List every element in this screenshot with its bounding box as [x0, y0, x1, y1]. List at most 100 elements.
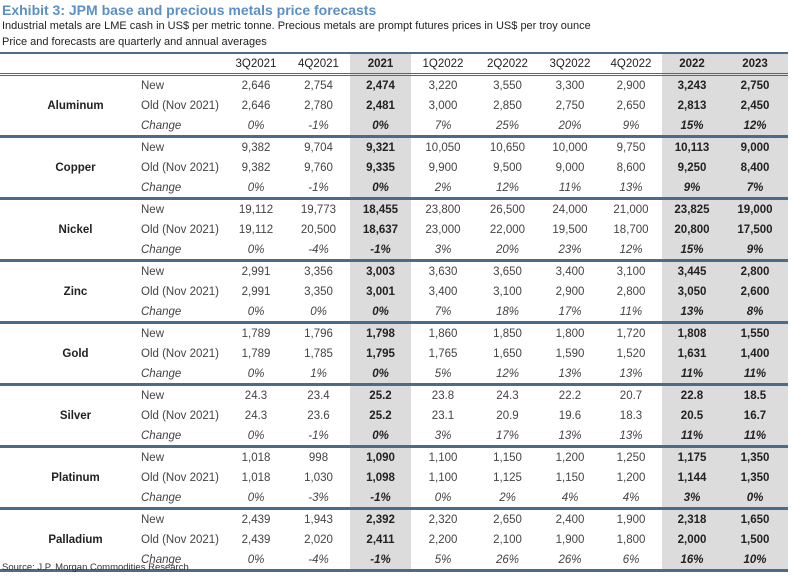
old-value-cell: 1,500 — [722, 530, 788, 550]
column-header: 4Q2021 — [298, 57, 339, 70]
metal-cell-blank — [0, 426, 135, 447]
old-value-cell: 2,600 — [722, 282, 788, 302]
old-value-cell: 19,500 — [552, 224, 588, 236]
row-type-label: Old (Nov 2021) — [141, 410, 219, 422]
new-value-cell: 19,773 — [300, 204, 337, 216]
new-value-cell: 2,650 — [493, 514, 522, 526]
new-value-cell: 2,439 — [241, 514, 271, 526]
new-value-cell: 1,798 — [350, 322, 411, 344]
old-value-cell: 1,100 — [428, 472, 458, 484]
old-value-cell: 2,800 — [616, 286, 646, 298]
table-row: New 19,112 19,773 18,455 23,800 26,500 24,000 2… — [0, 198, 788, 220]
old-value-cell: 9,500 — [493, 162, 522, 174]
new-value-cell: 2,400 — [555, 514, 585, 526]
old-value-cell: 1,030 — [304, 472, 333, 484]
old-value-cell: 1,200 — [616, 472, 646, 484]
subtitle-units: Industrial metals are LME cash in US$ pe… — [2, 20, 591, 32]
price-forecast-table: 3Q2021 4Q2021 2021 1Q2022 2Q2022 3Q2022 4Q2022… — [0, 52, 788, 572]
new-value-cell: 20.7 — [619, 390, 643, 402]
new-value-cell: 2,392 — [350, 508, 411, 530]
change-value-cell: 13% — [619, 367, 643, 380]
old-value-cell: 2,646 — [241, 100, 271, 112]
new-value-cell: 3,550 — [493, 80, 522, 92]
change-value-cell: 0% — [247, 491, 265, 504]
old-value-cell: 16.7 — [722, 406, 788, 426]
new-value-cell: 19,000 — [722, 198, 788, 220]
new-value-cell: 3,445 — [662, 260, 722, 282]
new-value-cell: 1,808 — [662, 322, 722, 344]
metal-cell-blank — [0, 509, 135, 531]
new-value-cell: 3,220 — [428, 80, 458, 92]
change-value-cell: 12% — [495, 367, 520, 380]
change-value-cell: 0% — [247, 243, 265, 256]
new-value-cell: 19,112 — [238, 204, 274, 216]
change-value-cell: 18% — [495, 305, 520, 318]
metal-cell-blank — [0, 364, 135, 385]
change-value-cell: 15% — [662, 240, 722, 261]
old-value-cell: 1,789 — [241, 348, 271, 360]
old-value-cell: 17,500 — [722, 220, 788, 240]
new-value-cell: 23.8 — [431, 390, 455, 402]
old-value-cell: 2,411 — [350, 530, 411, 550]
row-type-label: Change — [141, 429, 182, 442]
new-value-cell: 1,250 — [616, 452, 646, 464]
change-value-cell: 0% — [350, 302, 411, 323]
change-value-cell: 10% — [722, 550, 788, 571]
old-value-cell: 2,813 — [662, 96, 722, 116]
new-value-cell: 1,650 — [722, 508, 788, 530]
column-header: 2022 — [662, 53, 722, 75]
new-value-cell: 3,356 — [304, 266, 333, 278]
metal-cell-blank — [0, 178, 135, 199]
metal-name: Aluminum — [47, 100, 104, 112]
row-type-label: New — [141, 390, 165, 402]
table-row: New 1,789 1,796 1,798 1,860 1,850 1,800 1,720 1,… — [0, 322, 788, 344]
change-value-cell: 23% — [558, 243, 582, 256]
change-value-cell: 13% — [619, 429, 643, 442]
new-value-cell: 3,003 — [350, 260, 411, 282]
new-value-cell: 23,800 — [425, 204, 461, 216]
row-type-label: New — [141, 204, 165, 216]
old-value-cell: 3,100 — [493, 286, 522, 298]
new-value-cell: 2,474 — [350, 74, 411, 96]
change-value-cell: 0% — [247, 181, 265, 194]
metal-name: Gold — [62, 348, 89, 360]
table-row: Change 0% -4% -1% 3% 20% 23% 12% 15% 9% — [0, 240, 788, 261]
change-value-cell: 13% — [619, 181, 643, 194]
new-value-cell: 3,100 — [616, 266, 646, 278]
old-value-cell: 20,500 — [300, 224, 337, 236]
old-value-cell: 3,001 — [350, 282, 411, 302]
change-value-cell: 25% — [495, 119, 520, 132]
old-value-cell: 19.6 — [558, 410, 582, 422]
new-value-cell: 10,650 — [489, 142, 526, 154]
change-value-cell: 7% — [434, 119, 452, 132]
old-value-cell: 18,700 — [613, 224, 649, 236]
row-type-label: Old (Nov 2021) — [141, 100, 219, 112]
metal-cell-blank — [0, 302, 135, 323]
new-value-cell: 1,350 — [722, 446, 788, 468]
new-value-cell: 1,860 — [428, 328, 458, 340]
old-value-cell: 2,450 — [722, 96, 788, 116]
new-value-cell: 2,320 — [428, 514, 458, 526]
change-value-cell: 7% — [434, 305, 452, 318]
change-value-cell: 26% — [558, 553, 582, 566]
change-value-cell: 11% — [558, 181, 582, 194]
new-value-cell: 1,796 — [304, 328, 333, 340]
old-value-cell: 1,018 — [241, 472, 271, 484]
change-value-cell: 0% — [722, 488, 788, 509]
new-value-cell: 998 — [308, 452, 329, 464]
change-value-cell: 0% — [350, 364, 411, 385]
old-value-cell: 2,000 — [662, 530, 722, 550]
change-value-cell: 0% — [310, 305, 327, 318]
change-value-cell: -1% — [350, 488, 411, 509]
row-type-label: Old (Nov 2021) — [141, 534, 219, 546]
old-value-cell: 20.5 — [662, 406, 722, 426]
column-header: 3Q2022 — [549, 57, 591, 70]
table-row: New 2,646 2,754 2,474 3,220 3,550 3,300 2,900 3,… — [0, 74, 788, 96]
change-value-cell: 13% — [662, 302, 722, 323]
old-value-cell: 18,637 — [350, 220, 411, 240]
old-value-cell: 23.6 — [307, 410, 330, 422]
column-header: 2Q2022 — [487, 57, 528, 70]
change-value-cell: 13% — [558, 429, 582, 442]
table-row: Zinc Old (Nov 2021) 2,991 3,350 3,001 3,400 3,… — [0, 282, 788, 302]
new-value-cell: 2,646 — [241, 80, 271, 92]
